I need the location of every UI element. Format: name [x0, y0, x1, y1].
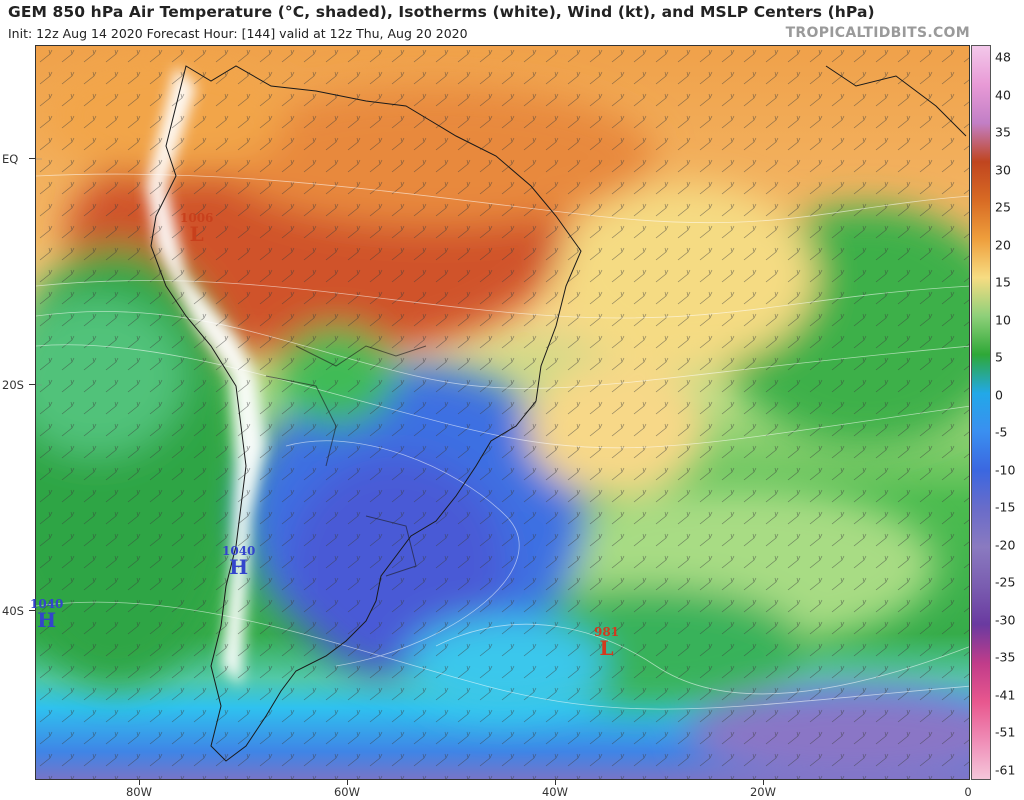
high-center-1: 1040 H: [222, 545, 255, 577]
low-center-letter: L: [189, 222, 204, 246]
graticule: [36, 158, 42, 612]
lat-tick-40s: [29, 610, 35, 611]
lon-tick-20w: [763, 780, 764, 785]
colorbar-tick-label: 35: [995, 124, 1011, 140]
colorbar-tick-label: 15: [995, 274, 1011, 290]
chart-title: GEM 850 hPa Air Temperature (°C, shaded)…: [8, 3, 875, 21]
low-center-1: 1006 L: [180, 212, 213, 244]
colorbar-tick-label: -20: [995, 537, 1016, 553]
lat-label-20s: 20S: [2, 378, 24, 392]
lon-label-20w: 20W: [749, 785, 777, 799]
isotherms: [36, 173, 969, 710]
low-center-value: 1006: [180, 211, 214, 225]
colorbar-tick-label: 0: [995, 387, 1003, 403]
high-center-2: 1040 H: [30, 598, 63, 630]
lon-tick-60w: [347, 780, 348, 785]
colorbar-tick-label: 25: [995, 199, 1011, 215]
low-center-letter: L: [599, 636, 614, 660]
temperature-map: [36, 46, 969, 779]
colorbar-tick-label: 10: [995, 312, 1011, 328]
lon-label-0: 0: [964, 785, 972, 799]
colorbar-tick-label: -41: [995, 687, 1016, 703]
lat-label-40s: 40S: [2, 604, 24, 618]
colorbar-tick-label: 40: [995, 87, 1011, 103]
lat-label-eq: EQ: [2, 152, 19, 166]
colorbar-tick-label: -61: [995, 762, 1016, 778]
lon-label-80w: 80W: [125, 785, 153, 799]
map-panel: [35, 45, 970, 780]
temperature-colorbar: [971, 45, 991, 780]
high-center-letter: H: [37, 608, 57, 632]
colorbar-tick-label: 48: [995, 49, 1011, 65]
high-center-value: 1040: [30, 597, 64, 611]
coastlines: [150, 65, 967, 762]
colorbar-tick-label: -10: [995, 462, 1016, 478]
chart-subtitle: Init: 12z Aug 14 2020 Forecast Hour: [14…: [8, 26, 468, 41]
colorbar-tick-label: -30: [995, 612, 1016, 628]
colorbar-tick-label: -5: [995, 424, 1008, 440]
lat-tick-eq: [29, 158, 35, 159]
brand-watermark: TROPICALTIDBITS.COM: [785, 25, 970, 41]
colorbar-tick-label: -51: [995, 724, 1016, 740]
colorbar-tick-label: 30: [995, 162, 1011, 178]
low-center-value: 981: [594, 625, 620, 639]
high-center-value: 1040: [222, 544, 256, 558]
colorbar-tick-label: -25: [995, 574, 1016, 590]
colorbar-tick-label: -35: [995, 649, 1016, 665]
lon-label-40w: 40W: [541, 785, 569, 799]
lon-label-60w: 60W: [333, 785, 361, 799]
colorbar-tick-label: 20: [995, 237, 1011, 253]
colorbar-tick-label: 5: [995, 349, 1003, 365]
high-center-letter: H: [229, 555, 249, 579]
wind-barbs: [36, 46, 969, 779]
low-center-2: 981 L: [594, 626, 619, 658]
lon-tick-80w: [139, 780, 140, 785]
lat-tick-20s: [29, 384, 35, 385]
colorbar-tick-label: -15: [995, 499, 1016, 515]
lon-tick-40w: [555, 780, 556, 785]
